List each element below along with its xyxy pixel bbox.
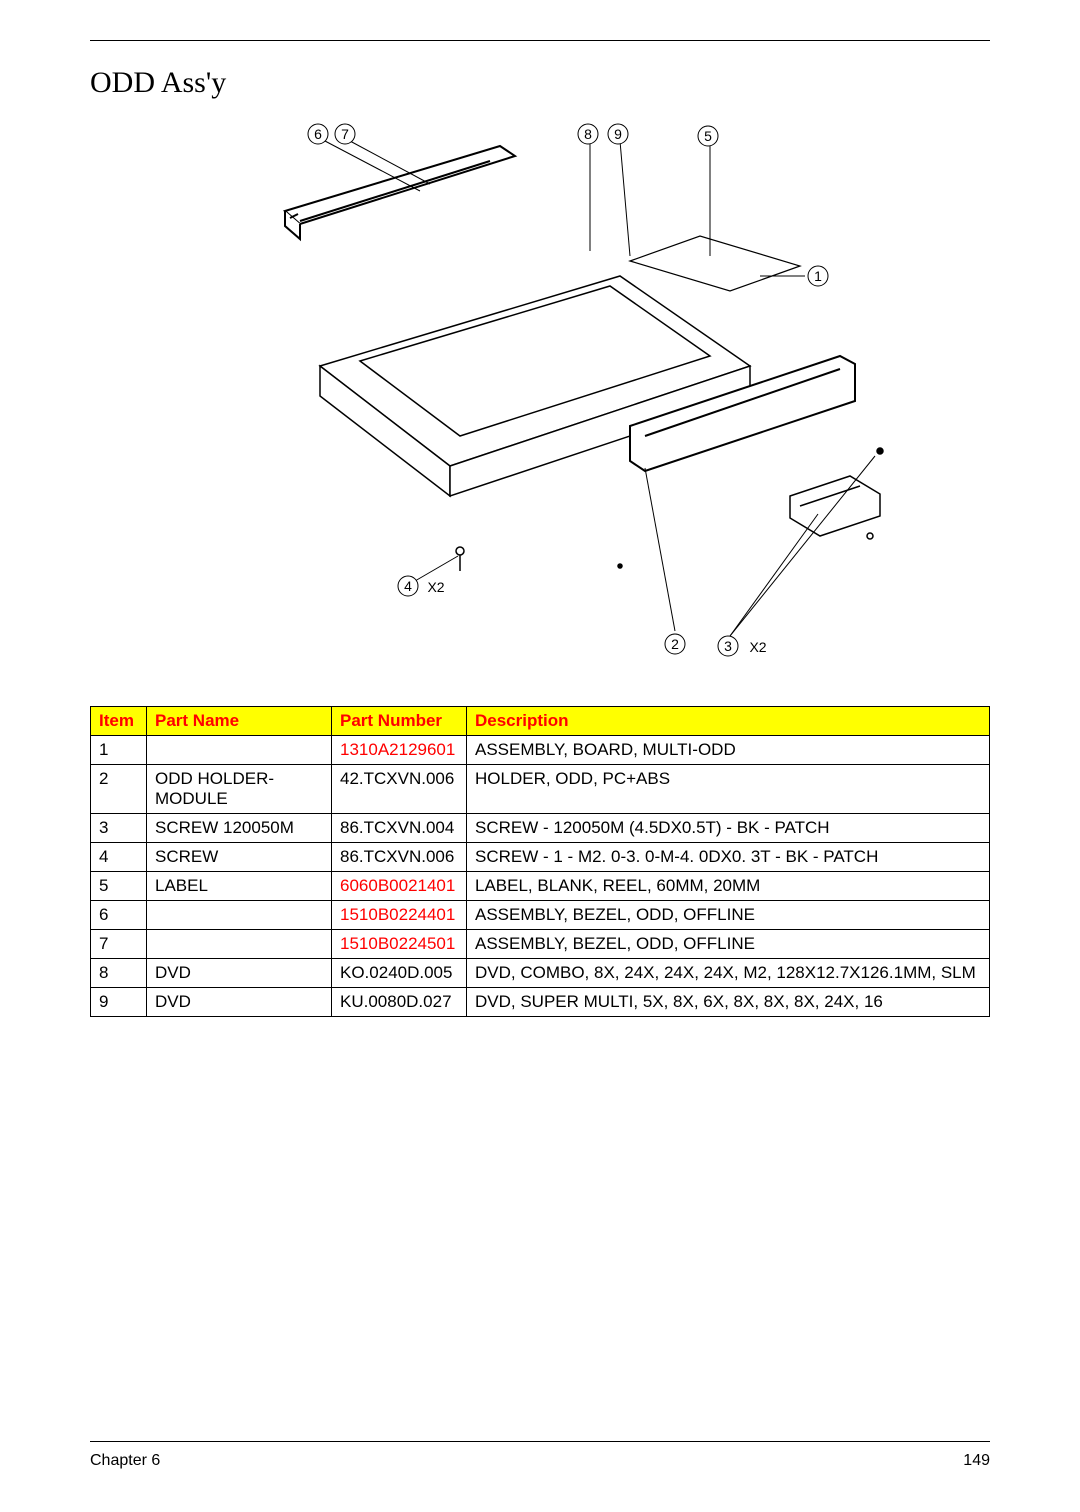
table-row: 4SCREW86.TCXVN.006SCREW - 1 - M2. 0-3. 0…: [91, 843, 990, 872]
table-row: 2ODD HOLDER-MODULE42.TCXVN.006HOLDER, OD…: [91, 765, 990, 814]
table-row: 11310A2129601ASSEMBLY, BOARD, MULTI-ODD: [91, 736, 990, 765]
header-num: Part Number: [332, 707, 467, 736]
callout-5: 5: [698, 126, 718, 146]
svg-text:6: 6: [314, 126, 322, 142]
footer-chapter: Chapter 6: [90, 1452, 160, 1470]
svg-text:5: 5: [704, 128, 712, 144]
svg-text:3: 3: [724, 638, 732, 654]
page-footer: Chapter 6 149: [90, 1441, 990, 1470]
callout-4-qty: X2: [427, 579, 444, 595]
table-row: 61510B0224401ASSEMBLY, BEZEL, ODD, OFFLI…: [91, 901, 990, 930]
svg-text:8: 8: [584, 126, 592, 142]
callout-2: 2: [665, 634, 685, 654]
table-row: 71510B0224501ASSEMBLY, BEZEL, ODD, OFFLI…: [91, 930, 990, 959]
callout-8: 8: [578, 124, 598, 144]
header-item: Item: [91, 707, 147, 736]
svg-text:1: 1: [814, 268, 822, 284]
table-row: 9DVDKU.0080D.027DVD, SUPER MULTI, 5X, 8X…: [91, 988, 990, 1017]
table-header-row: Item Part Name Part Number Description: [91, 707, 990, 736]
callout-4: 4: [398, 576, 418, 596]
exploded-diagram: 6 7 8 9 5 1 4 X2 2 3 X2: [190, 106, 890, 666]
svg-text:7: 7: [341, 126, 349, 142]
callout-3: 3: [718, 636, 738, 656]
callout-7: 7: [335, 124, 355, 144]
callout-1: 1: [808, 266, 828, 286]
page-title: ODD Ass'y: [90, 66, 990, 100]
footer-page: 149: [963, 1452, 990, 1470]
table-row: 3SCREW 120050M86.TCXVN.004SCREW - 120050…: [91, 814, 990, 843]
callout-3-qty: X2: [749, 639, 766, 655]
table-row: 8DVDKO.0240D.005DVD, COMBO, 8X, 24X, 24X…: [91, 959, 990, 988]
svg-text:2: 2: [671, 636, 679, 652]
header-name: Part Name: [147, 707, 332, 736]
parts-table: Item Part Name Part Number Description 1…: [90, 706, 990, 1017]
svg-text:4: 4: [404, 578, 412, 594]
header-desc: Description: [467, 707, 990, 736]
callout-9: 9: [608, 124, 628, 144]
svg-text:9: 9: [614, 126, 622, 142]
callout-6: 6: [308, 124, 328, 144]
table-row: 5LABEL6060B0021401LABEL, BLANK, REEL, 60…: [91, 872, 990, 901]
